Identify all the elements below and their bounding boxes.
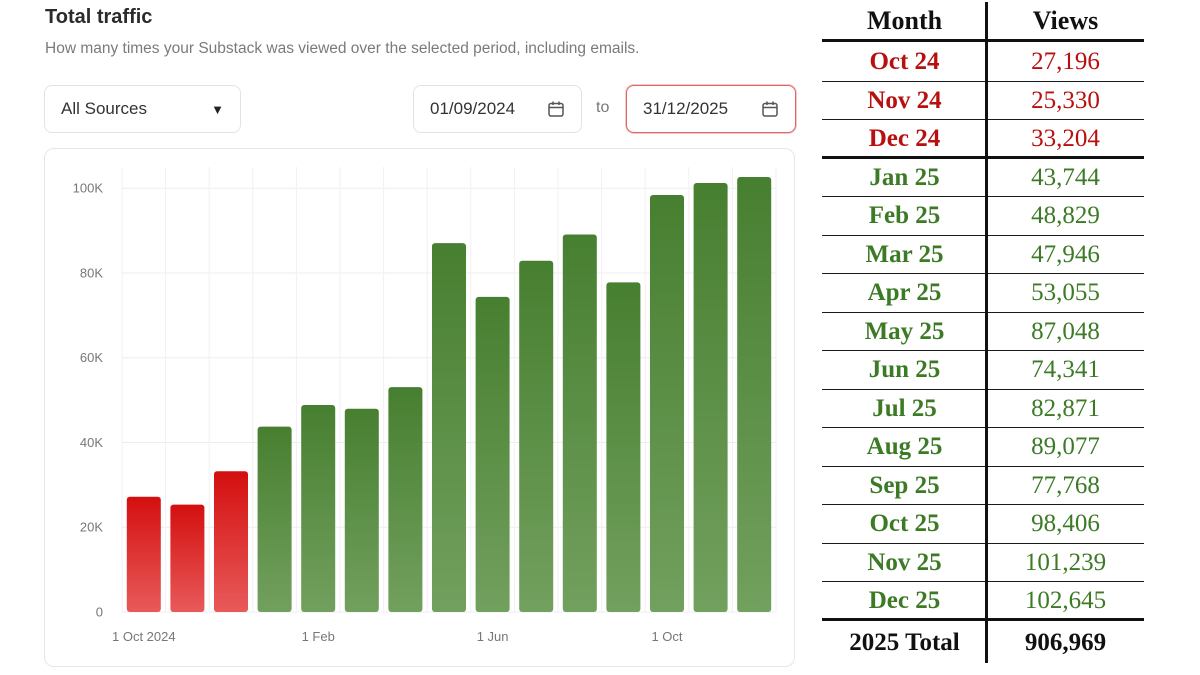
chart-bar-nov-24[interactable] xyxy=(170,504,205,612)
table-row: Aug 25 89,077 xyxy=(822,428,1144,467)
chart-bar-nov-25[interactable] xyxy=(693,182,728,612)
source-select[interactable]: All Sources ▼ xyxy=(44,85,241,133)
chart-bar-dec-25[interactable] xyxy=(737,176,772,612)
table-row: Sep 25 77,768 xyxy=(822,467,1144,505)
page-subtitle: How many times your Substack was viewed … xyxy=(45,40,640,57)
table-cell-views: 82,871 xyxy=(1031,394,1100,422)
header-month: Month xyxy=(866,6,943,35)
table-cell-month: Apr 25 xyxy=(867,279,942,306)
table-cell-views: 89,077 xyxy=(1031,433,1100,460)
calendar-icon xyxy=(762,101,778,117)
table-cell-month: Dec 24 xyxy=(868,125,941,152)
table-cell-views: 101,239 xyxy=(1024,548,1107,576)
table-cell-views: 48,829 xyxy=(1031,202,1100,229)
date-range-to-label: to xyxy=(596,99,610,116)
table-cell-views: 87,048 xyxy=(1031,317,1100,345)
end-date-value: 31/12/2025 xyxy=(643,99,729,118)
table-cell-month: Nov 25 xyxy=(867,548,942,576)
table-row: Jun 25 74,341 xyxy=(822,351,1144,390)
table-cell-month: Aug 25 xyxy=(866,433,943,460)
table-cell-month: Jul 25 xyxy=(872,394,937,422)
table-row: Jan 25 43,744 xyxy=(822,159,1144,197)
chart-bar-aug-25[interactable] xyxy=(562,234,597,612)
chart-bar-apr-25[interactable] xyxy=(388,387,423,612)
x-tick-label: 1 Feb xyxy=(302,629,335,644)
chart-bar-jan-25[interactable] xyxy=(257,426,292,612)
table-row: May 25 87,048 xyxy=(822,313,1144,351)
chart-bar-oct-24[interactable] xyxy=(126,496,161,612)
table-cell-month: Sep 25 xyxy=(869,471,940,499)
traffic-bar-chart: 0 20K 40K 60K 80K 100K 1 Oct 2024 1 Feb 1 Jun 1 O… xyxy=(73,167,777,644)
x-tick-label: 1 Jun xyxy=(477,629,509,644)
table-cell-views: 25,330 xyxy=(1031,86,1100,114)
traffic-chart-card: 0 20K 40K 60K 80K 100K 1 Oct 2024 1 Feb 1 Jun 1 O… xyxy=(44,148,795,667)
table-row: Nov 24 25,330 xyxy=(822,82,1144,120)
chart-bar-feb-25[interactable] xyxy=(301,405,336,612)
source-select-value: All Sources xyxy=(61,99,147,118)
table-row: Oct 25 98,406 xyxy=(822,505,1144,544)
table-row: Apr 25 53,055 xyxy=(822,274,1144,313)
table-row: Oct 24 27,196 xyxy=(822,43,1144,82)
y-tick-label: 60K xyxy=(80,350,103,365)
table-cell-views: 98,406 xyxy=(1031,510,1100,537)
table-cell-month: May 25 xyxy=(864,317,945,345)
table-cell-month: Nov 24 xyxy=(867,86,942,114)
table-cell-month: Oct 25 xyxy=(869,510,940,537)
table-cell-month: Dec 25 xyxy=(868,587,941,614)
table-cell-views: 47,946 xyxy=(1031,240,1100,268)
chart-bar-jul-25[interactable] xyxy=(519,260,554,612)
y-tick-label: 20K xyxy=(80,520,103,535)
chart-bar-jun-25[interactable] xyxy=(475,296,510,612)
table-cell-views: 74,341 xyxy=(1031,356,1100,383)
monthly-views-table: Month Views Oct 24 27,196 Nov 24 25,330 Dec … xyxy=(822,0,1144,665)
table-column-divider xyxy=(985,2,988,663)
table-cell-views: 27,196 xyxy=(1031,48,1100,75)
table-cell-views: 43,744 xyxy=(1031,163,1100,191)
table-row: Dec 25 102,645 xyxy=(822,582,1144,621)
total-value: 906,969 xyxy=(1024,628,1107,656)
chart-bar-oct-25[interactable] xyxy=(649,194,685,613)
start-date-value: 01/09/2024 xyxy=(430,99,516,118)
total-label: 2025 Total xyxy=(849,628,960,656)
table-cell-month: Jan 25 xyxy=(869,163,940,191)
table-row: Dec 24 33,204 xyxy=(822,120,1144,159)
header-views: Views xyxy=(1032,6,1099,35)
table-header-row: Month Views xyxy=(822,0,1144,42)
y-tick-label: 40K xyxy=(80,435,103,450)
table-row: Jul 25 82,871 xyxy=(822,390,1144,428)
table-row: Feb 25 48,829 xyxy=(822,197,1144,236)
table-total-row: 2025 Total 906,969 xyxy=(822,621,1144,665)
table-cell-views: 33,204 xyxy=(1031,125,1100,152)
y-tick-label: 80K xyxy=(80,265,103,280)
x-tick-label: 1 Oct xyxy=(651,629,682,644)
chart-bar-sep-25[interactable] xyxy=(606,282,641,612)
table-cell-month: Feb 25 xyxy=(868,202,941,229)
table-cell-views: 102,645 xyxy=(1024,587,1107,614)
chart-bar-mar-25[interactable] xyxy=(344,408,379,612)
table-cell-views: 77,768 xyxy=(1031,471,1100,499)
table-cell-month: Jun 25 xyxy=(868,356,941,383)
caret-down-icon: ▼ xyxy=(211,101,224,117)
end-date-input[interactable]: 31/12/2025 xyxy=(626,85,796,133)
table-cell-month: Oct 24 xyxy=(869,48,940,75)
chart-bar-may-25[interactable] xyxy=(431,243,467,612)
start-date-input[interactable]: 01/09/2024 xyxy=(413,85,582,133)
table-row: Mar 25 47,946 xyxy=(822,236,1144,274)
table-cell-views: 53,055 xyxy=(1031,279,1100,306)
page-title: Total traffic xyxy=(45,6,153,28)
chart-bar-dec-24[interactable] xyxy=(213,471,249,612)
calendar-icon xyxy=(548,101,564,117)
x-tick-label: 1 Oct 2024 xyxy=(112,629,176,644)
table-row: Nov 25 101,239 xyxy=(822,544,1144,582)
y-tick-label: 100K xyxy=(73,181,104,196)
y-tick-label: 0 xyxy=(96,605,103,620)
table-cell-month: Mar 25 xyxy=(865,240,944,268)
